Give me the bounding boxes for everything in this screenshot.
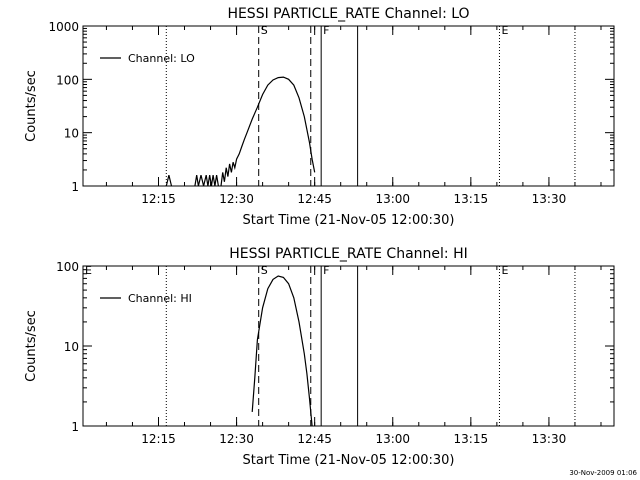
time-marker-label: F	[323, 264, 329, 277]
x-tick-label: 13:00	[375, 432, 410, 446]
y-axis-label: Counts/sec	[24, 310, 39, 382]
y-axis-label: Counts/sec	[24, 70, 39, 142]
x-tick-label: 13:00	[375, 192, 410, 206]
x-tick-label: 13:30	[532, 192, 567, 206]
plot-frame	[82, 265, 615, 427]
y-tick-label: 1	[71, 180, 79, 194]
y-tick-label: 10	[64, 127, 79, 141]
x-tick-label: 13:30	[532, 432, 567, 446]
y-tick-label: 10	[64, 340, 79, 354]
x-axis-label: Start Time (21-Nov-05 12:00:30)	[243, 453, 455, 468]
x-tick-label: 12:45	[297, 192, 332, 206]
series-line	[251, 275, 313, 427]
x-tick-label: 13:15	[454, 432, 489, 446]
chart-title: HESSI PARTICLE_RATE Channel: LO	[227, 6, 469, 22]
y-tick-label: 1000	[48, 20, 79, 34]
series-line	[194, 174, 219, 187]
time-marker-label: E	[501, 24, 508, 37]
y-tick-label: 100	[56, 73, 79, 87]
chart-title: HESSI PARTICLE_RATE Channel: HI	[229, 246, 467, 262]
x-tick-label: 13:15	[454, 192, 489, 206]
x-tick-label: 12:30	[219, 192, 254, 206]
time-marker-label: E	[501, 264, 508, 277]
legend-label: Channel: LO	[128, 52, 195, 65]
x-tick-label: 12:30	[219, 432, 254, 446]
y-tick-label: 1	[71, 420, 79, 434]
time-marker-label: F	[323, 24, 329, 37]
series-line	[220, 76, 316, 187]
legend-label: Channel: HI	[128, 292, 192, 305]
chart-panel-lo: HESSI PARTICLE_RATE Channel: LO 1 10 100 100…	[24, 6, 615, 228]
time-marker-label: E	[85, 264, 92, 277]
chart-panel-hi: HESSI PARTICLE_RATE Channel: HI 1 10 100 12:…	[24, 246, 615, 468]
plot-frame	[82, 25, 615, 187]
time-marker-label: S	[261, 24, 268, 37]
footer-timestamp: 30-Nov-2009 01:06	[569, 469, 637, 477]
x-tick-label: 12:15	[141, 192, 176, 206]
y-tick-label: 100	[56, 260, 79, 274]
x-tick-label: 12:45	[297, 432, 332, 446]
x-tick-label: 12:15	[141, 432, 176, 446]
series-line	[165, 174, 173, 187]
time-marker-label: S	[261, 264, 268, 277]
x-axis-label: Start Time (21-Nov-05 12:00:30)	[243, 213, 455, 228]
